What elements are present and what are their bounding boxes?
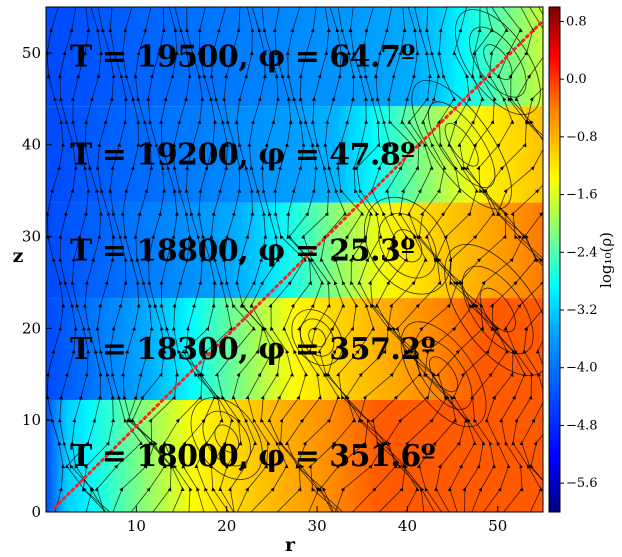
- colorbar-ticks: 0.8 0.0 −0.8 −1.6 −2.4 −3.2 −4.0 −4.8 −5.6: [560, 14, 598, 491]
- panel-labels: T = 18000, φ = 351.6º T = 18300, φ = 357.…: [70, 40, 436, 474]
- vortex-loop: [392, 229, 423, 263]
- vortex-loop: [479, 287, 516, 333]
- vortex-loop: [444, 122, 479, 167]
- plot-frame: [45, 6, 544, 513]
- panel-label: T = 19200, φ = 47.8º: [70, 137, 415, 172]
- vortex-loop: [428, 101, 496, 189]
- y-tick-label: 50: [22, 44, 41, 62]
- x-tick-label: 10: [127, 517, 146, 535]
- streamlines: [46, 7, 543, 512]
- colorbar-tick-label: −3.2: [566, 303, 598, 318]
- vortex-loop: [291, 309, 343, 366]
- vortex-loop: [202, 410, 251, 467]
- panel-label: T = 18800, φ = 25.3º: [70, 233, 415, 268]
- vortex-loop: [429, 356, 459, 393]
- vortex-loop: [378, 213, 437, 279]
- colorbar-tick-label: −0.8: [566, 130, 598, 145]
- vortex-loop: [308, 327, 326, 348]
- colorbar-tick-label: −1.6: [566, 188, 598, 203]
- vortex-loop: [299, 318, 335, 357]
- colorbar-tick-label: 0.0: [566, 72, 587, 87]
- vortex-loop: [400, 321, 487, 428]
- streamline: [57, 7, 95, 512]
- y-axis-label: z: [13, 245, 24, 267]
- panel-label: T = 18000, φ = 351.6º: [70, 439, 436, 474]
- colorbar-gradient: [548, 6, 561, 513]
- y-tick-label: 40: [22, 136, 41, 154]
- panel-label: T = 18300, φ = 357.2º: [70, 332, 436, 367]
- vortex-loop: [454, 9, 541, 115]
- x-tick-label: 40: [398, 517, 417, 535]
- panel-label: T = 19500, φ = 64.7º: [70, 40, 415, 75]
- y-axis-ticks: 0 10 20 30 40 50: [22, 44, 52, 521]
- vortex-loop: [190, 397, 263, 480]
- colorbar-tick-label: −2.4: [566, 245, 598, 260]
- colorbar-tick-label: 0.8: [566, 14, 587, 29]
- streamline: [46, 7, 66, 512]
- colorbar-tick-label: −4.0: [566, 361, 598, 376]
- x-tick-label: 30: [308, 517, 327, 535]
- y-tick-label: 10: [22, 411, 41, 429]
- red-dotted-overlay: [53, 19, 543, 509]
- vortex-loop: [444, 243, 543, 377]
- colorbar: 0.8 0.0 −0.8 −1.6 −2.4 −3.2 −4.0 −4.8 −5.6 log₁₀…: [548, 6, 615, 513]
- vortex-loop: [363, 196, 451, 295]
- colorbar-label: log₁₀(ρ): [597, 232, 615, 288]
- y-tick-label: 20: [22, 319, 41, 337]
- colorbar-tick-label: −5.6: [566, 476, 598, 491]
- x-axis-ticks: 10 20 30 40 50: [127, 506, 507, 535]
- vortex-loop: [214, 424, 240, 453]
- diagonal-line: [53, 19, 543, 509]
- streamline: [522, 7, 543, 492]
- y-tick-label: 30: [22, 228, 41, 246]
- x-tick-label: 50: [488, 517, 507, 535]
- x-tick-label: 20: [217, 517, 236, 535]
- vortex-loop: [414, 338, 473, 410]
- vortex-loop: [462, 265, 534, 355]
- vortex-loop: [411, 79, 512, 210]
- y-tick-label: 0: [31, 503, 41, 521]
- plot-area: [46, 7, 543, 512]
- colorbar-tick-label: −4.8: [566, 418, 598, 433]
- x-axis-label: r: [285, 534, 296, 556]
